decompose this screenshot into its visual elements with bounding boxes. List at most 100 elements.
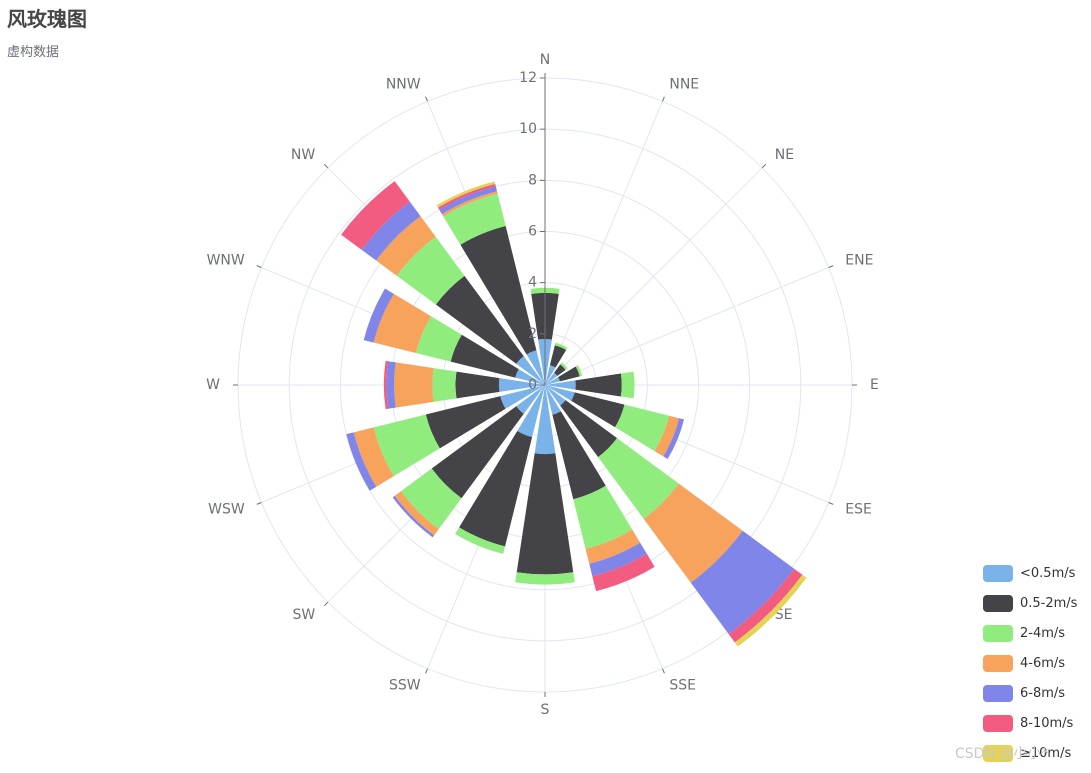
chart-subtitle: 虚构数据 xyxy=(7,45,60,60)
watermark: CSDN @小小* xyxy=(955,746,1049,762)
bar-segment-sse-series-4 xyxy=(589,542,647,577)
legend-swatch xyxy=(983,744,1013,762)
direction-label: NE xyxy=(775,147,794,163)
bar-segment-wsw-series-0 xyxy=(500,385,545,409)
bar-segment-sse-series-3 xyxy=(585,529,641,564)
direction-label: SE xyxy=(775,607,793,623)
legend-swatch xyxy=(983,624,1013,642)
bar-segment-nnw-series-5 xyxy=(437,183,496,210)
direction-label: ENE xyxy=(845,253,873,269)
direction-label: WSW xyxy=(208,501,245,517)
bar-segment-wnw-series-4 xyxy=(363,288,394,343)
legend-item[interactable]: 4-6m/s xyxy=(983,653,1077,673)
bar-segment-wsw-series-1 xyxy=(425,396,506,449)
bar-segment-nw-series-4 xyxy=(361,201,421,261)
bar-segment-ese-series-2 xyxy=(615,404,670,452)
bar-segment-w-series-5 xyxy=(383,360,389,410)
radial-axis-tick-label: 12 xyxy=(519,70,537,86)
bar-segment-ese-series-1 xyxy=(571,392,625,428)
bar-segment-se-series-4 xyxy=(690,530,795,635)
legend-label: 0.5-2m/s xyxy=(1020,595,1078,611)
bar-segment-nw-series-0 xyxy=(516,356,545,385)
legend-swatch xyxy=(983,594,1013,612)
legend-label: ≥10m/s xyxy=(1020,745,1072,761)
bar-segment-nne-series-2 xyxy=(554,342,568,350)
bar-segment-sw-series-2 xyxy=(400,468,462,530)
legend-item[interactable]: ≥10m/s xyxy=(983,743,1077,763)
radial-axis-tick-label: 0 xyxy=(528,377,537,393)
bar-segment-se-series-3 xyxy=(643,483,743,583)
legend-swatch xyxy=(983,564,1013,582)
grid-spoke xyxy=(544,167,763,386)
bar-segment-nw-series-1 xyxy=(435,275,524,364)
legend-label: 4-6m/s xyxy=(1020,655,1066,671)
bar-segment-w-series-0 xyxy=(498,378,545,392)
radial-axis-tick-label: 2 xyxy=(528,326,537,342)
direction-tick xyxy=(761,164,766,169)
bar-segment-ssw-series-0 xyxy=(517,385,545,438)
legend-label: <0.5m/s xyxy=(1020,565,1076,581)
direction-label: SSE xyxy=(669,677,696,693)
legend-swatch xyxy=(983,654,1013,672)
direction-label: S xyxy=(541,702,550,718)
direction-label: ESE xyxy=(845,501,872,517)
direction-label: WNW xyxy=(207,253,245,269)
radial-axis-tick-label: 8 xyxy=(528,172,537,188)
bar-segment-nne-series-1 xyxy=(549,345,567,368)
bar-segment-sse-series-2 xyxy=(573,485,633,549)
direction-label: E xyxy=(870,377,879,393)
direction-tick xyxy=(828,265,834,268)
bar-segment-nw-series-2 xyxy=(396,236,465,305)
bar-segment-se-series-0 xyxy=(545,385,566,406)
radial-axis-tick-label: 4 xyxy=(528,275,537,291)
bar-segment-wnw-series-3 xyxy=(373,293,432,354)
bar-segment-w-series-3 xyxy=(394,362,434,408)
legend-item[interactable]: 6-8m/s xyxy=(983,683,1077,703)
bar-segment-wnw-series-1 xyxy=(450,334,519,378)
bar-segment-se-series-6 xyxy=(734,574,807,647)
bar-segment-e-series-2 xyxy=(620,371,635,399)
bar-segment-sse-series-0 xyxy=(545,385,561,415)
bar-segment-ne-series-0 xyxy=(545,372,558,385)
direction-label: NNE xyxy=(669,77,699,93)
bar-segment-e-series-0 xyxy=(545,380,576,390)
direction-tick xyxy=(425,668,428,674)
direction-tick xyxy=(662,96,665,102)
bar-segment-wsw-series-2 xyxy=(373,414,440,477)
bar-segment-ese-series-3 xyxy=(654,415,680,457)
grid-spoke xyxy=(544,267,829,386)
legend-item[interactable]: 2-4m/s xyxy=(983,623,1077,643)
bar-segment-sw-series-0 xyxy=(516,385,545,414)
legend-item[interactable]: 8-10m/s xyxy=(983,713,1077,733)
bar-segment-s-series-0 xyxy=(534,385,556,455)
bar-segment-ene-series-0 xyxy=(545,377,560,385)
bar-segment-wnw-series-0 xyxy=(515,369,545,385)
direction-label: NW xyxy=(291,147,315,163)
direction-label: N xyxy=(540,52,550,68)
legend-swatch xyxy=(983,714,1013,732)
legend-item[interactable]: <0.5m/s xyxy=(983,563,1077,583)
bar-segment-nw-series-3 xyxy=(376,216,436,276)
bar-segment-sse-series-5 xyxy=(592,553,655,592)
chart-legend: <0.5m/s 0.5-2m/s 2-4m/s 4-6m/s 6-8m/s 8-10m/s… xyxy=(983,563,1077,773)
bar-segment-nnw-series-0 xyxy=(526,350,545,385)
bar-segment-s-series-2 xyxy=(515,572,575,585)
legend-label: 2-4m/s xyxy=(1020,625,1066,641)
direction-tick xyxy=(425,96,428,102)
legend-item[interactable]: 0.5-2m/s xyxy=(983,593,1077,613)
bar-segment-e-series-1 xyxy=(575,373,622,397)
direction-tick xyxy=(662,668,665,674)
direction-tick xyxy=(324,601,329,606)
bar-segment-sw-series-3 xyxy=(394,491,439,536)
bar-segment-sse-series-1 xyxy=(552,411,606,500)
direction-tick xyxy=(324,164,329,169)
direction-label: NNW xyxy=(386,77,421,93)
direction-label: W xyxy=(206,377,220,393)
bar-segment-nnw-series-3 xyxy=(441,191,498,217)
bar-segment-sw-series-4 xyxy=(392,495,435,538)
bar-segment-nw-series-5 xyxy=(341,181,410,250)
bar-segment-w-series-1 xyxy=(455,371,500,399)
bar-segment-ssw-series-2 xyxy=(455,527,506,554)
bar-segment-ne-series-2 xyxy=(560,362,568,370)
bar-segment-wsw-series-3 xyxy=(353,427,394,487)
